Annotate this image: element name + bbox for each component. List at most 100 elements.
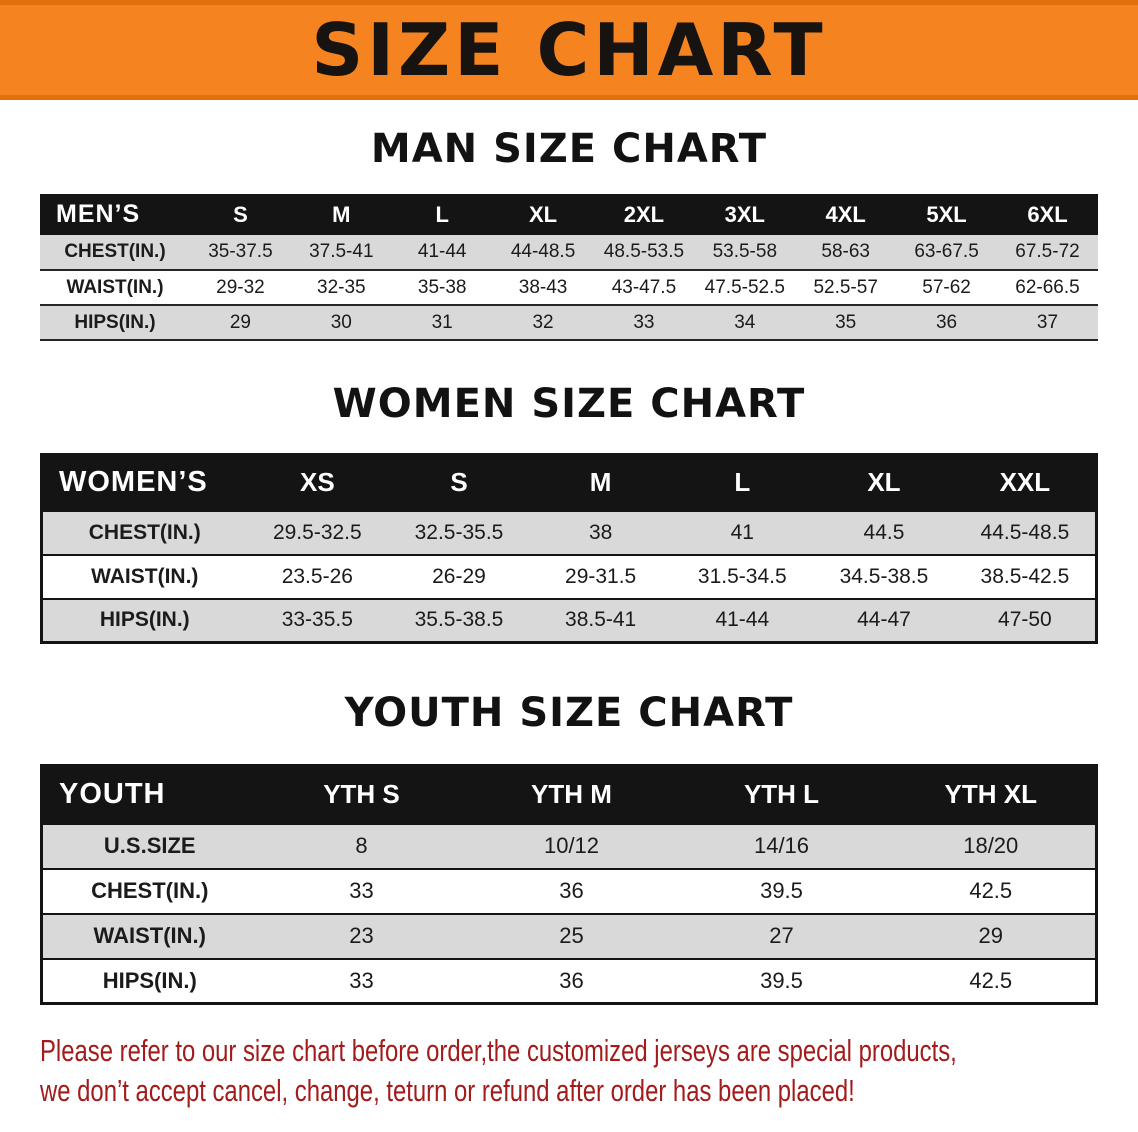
- size-value-cell: 29-31.5: [529, 553, 672, 599]
- row-label-cell: CHEST(IN.): [40, 235, 190, 271]
- size-value-cell: 32-35: [290, 270, 392, 306]
- women-section-heading: WOMEN SIZE CHART: [332, 381, 806, 427]
- column-header-cell: 3XL: [694, 194, 796, 235]
- column-header-cell: XL: [492, 194, 594, 235]
- size-value-cell: 35-38: [391, 270, 493, 306]
- size-value-cell: 58-63: [795, 235, 897, 271]
- size-value-cell: 41-44: [671, 597, 814, 643]
- size-value-cell: 32.5-35.5: [388, 509, 530, 555]
- column-header-cell: YTH M: [466, 765, 677, 824]
- row-label-cell: WAIST(IN.): [41, 553, 247, 599]
- size-value-cell: 41-44: [391, 235, 493, 271]
- size-value-cell: 42.5: [886, 867, 1097, 914]
- size-value-cell: 62-66.5: [997, 270, 1098, 306]
- size-value-cell: 36: [466, 957, 677, 1004]
- size-value-cell: 44-48.5: [492, 235, 594, 271]
- size-value-cell: 48.5-53.5: [593, 235, 695, 271]
- column-header-cell: YTH XL: [886, 765, 1097, 824]
- row-label-cell: WAIST(IN.): [40, 270, 190, 306]
- size-value-cell: 33-35.5: [246, 597, 389, 643]
- size-value-cell: 38: [529, 509, 672, 555]
- row-label-cell: CHEST(IN.): [41, 867, 257, 914]
- column-header-cell: L: [671, 454, 814, 511]
- size-value-cell: 44.5: [813, 509, 955, 555]
- size-value-cell: 39.5: [676, 957, 887, 1004]
- table-row: WAIST(IN.) 23 25 27 29: [41, 912, 1097, 959]
- size-value-cell: 35-37.5: [190, 235, 291, 271]
- size-value-cell: 42.5: [886, 957, 1097, 1004]
- women-size-table: WOMEN’S XS S M L XL XXL CHEST(IN.) 29.5-…: [40, 453, 1098, 644]
- size-value-cell: 25: [466, 912, 677, 959]
- order-policy-line-1: Please refer to our size chart before or…: [40, 1033, 957, 1068]
- size-value-cell: 47.5-52.5: [694, 270, 796, 306]
- size-value-cell: 29-32: [190, 270, 291, 306]
- women-table-title-cell: WOMEN’S: [41, 454, 247, 511]
- table-row: WAIST(IN.) 23.5-26 26-29 29-31.5 31.5-34…: [41, 553, 1097, 599]
- column-header-cell: XXL: [954, 454, 1097, 511]
- size-value-cell: 38.5-42.5: [954, 553, 1097, 599]
- women-section: WOMEN SIZE CHART WOMEN’S XS S M L XL XXL…: [0, 381, 1138, 644]
- column-header-cell: M: [290, 194, 392, 235]
- size-value-cell: 26-29: [388, 553, 530, 599]
- size-value-cell: 57-62: [896, 270, 997, 306]
- size-value-cell: 23: [256, 912, 467, 959]
- size-value-cell: 36: [466, 867, 677, 914]
- size-value-cell: 47-50: [954, 597, 1097, 643]
- size-value-cell: 33: [256, 957, 467, 1004]
- column-header-cell: L: [391, 194, 493, 235]
- column-header-cell: YTH S: [256, 765, 467, 824]
- size-value-cell: 63-67.5: [896, 235, 997, 271]
- size-value-cell: 38-43: [492, 270, 594, 306]
- youth-section: YOUTH SIZE CHART YOUTH YTH S YTH M YTH L…: [0, 690, 1138, 1005]
- youth-size-table: YOUTH YTH S YTH M YTH L YTH XL U.S.SIZE …: [40, 764, 1098, 1005]
- size-value-cell: 39.5: [676, 867, 887, 914]
- size-value-cell: 53.5-58: [694, 235, 796, 271]
- column-header-cell: 5XL: [896, 194, 997, 235]
- size-value-cell: 44-47: [813, 597, 955, 643]
- youth-header-row: YOUTH YTH S YTH M YTH L YTH XL: [41, 765, 1097, 824]
- column-header-cell: 4XL: [795, 194, 897, 235]
- table-row: HIPS(IN.) 33-35.5 35.5-38.5 38.5-41 41-4…: [41, 597, 1097, 643]
- size-value-cell: 29: [886, 912, 1097, 959]
- page-title: SIZE CHART: [311, 8, 827, 92]
- size-value-cell: 34.5-38.5: [813, 553, 955, 599]
- column-header-cell: 2XL: [593, 194, 695, 235]
- row-label-cell: HIPS(IN.): [41, 597, 247, 643]
- size-value-cell: 38.5-41: [529, 597, 672, 643]
- column-header-cell: YTH L: [676, 765, 887, 824]
- order-policy-note: Please refer to our size chart before or…: [40, 1031, 1138, 1112]
- size-value-cell: 67.5-72: [997, 235, 1098, 271]
- table-row: U.S.SIZE 8 10/12 14/16 18/20: [41, 822, 1097, 869]
- table-row: WAIST(IN.) 29-32 32-35 35-38 38-43 43-47…: [40, 270, 1098, 306]
- size-value-cell: 44.5-48.5: [954, 509, 1097, 555]
- size-value-cell: 8: [256, 822, 467, 869]
- size-value-cell: 27: [676, 912, 887, 959]
- men-size-table: MEN’S S M L XL 2XL 3XL 4XL 5XL 6XL CHEST…: [40, 194, 1098, 341]
- row-label-cell: WAIST(IN.): [41, 912, 257, 959]
- banner: SIZE CHART: [0, 0, 1138, 100]
- size-value-cell: 43-47.5: [593, 270, 695, 306]
- youth-table-title-cell: YOUTH: [41, 765, 257, 824]
- size-value-cell: 31: [391, 305, 493, 341]
- column-header-cell: M: [529, 454, 672, 511]
- size-value-cell: 33: [593, 305, 695, 341]
- order-policy-line-2: we don’t accept cancel, change, teturn o…: [40, 1073, 855, 1109]
- table-row: CHEST(IN.) 33 36 39.5 42.5: [41, 867, 1097, 914]
- women-header-row: WOMEN’S XS S M L XL XXL: [41, 454, 1097, 511]
- men-section: MAN SIZE CHART MEN’S S M L XL 2XL 3XL 4X…: [0, 126, 1138, 341]
- youth-section-heading: YOUTH SIZE CHART: [344, 690, 794, 736]
- size-value-cell: 35.5-38.5: [388, 597, 530, 643]
- men-section-heading: MAN SIZE CHART: [370, 126, 768, 172]
- row-label-cell: CHEST(IN.): [41, 509, 247, 555]
- size-value-cell: 35: [795, 305, 897, 341]
- row-label-cell: HIPS(IN.): [41, 957, 257, 1004]
- size-value-cell: 37.5-41: [290, 235, 392, 271]
- size-value-cell: 36: [896, 305, 997, 341]
- row-label-cell: U.S.SIZE: [41, 822, 257, 869]
- table-row: HIPS(IN.) 29 30 31 32 33 34 35 36 37: [40, 305, 1098, 341]
- size-value-cell: 32: [492, 305, 594, 341]
- column-header-cell: 6XL: [997, 194, 1098, 235]
- size-value-cell: 30: [290, 305, 392, 341]
- size-value-cell: 33: [256, 867, 467, 914]
